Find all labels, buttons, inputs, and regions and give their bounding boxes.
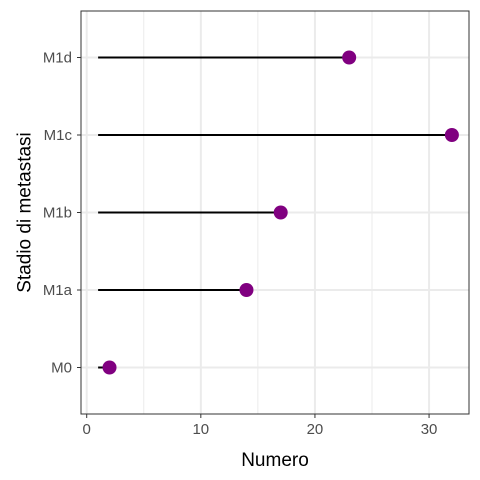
y-axis-title: Stadio di metastasi [15,132,36,293]
x-axis-title: Numero [241,450,309,471]
point-m0 [102,360,117,375]
y-tick-label: M1b [43,205,72,222]
points [102,50,459,375]
x-tick-label: 30 [421,421,438,438]
point-m1c [444,128,459,142]
x-tick-label: 0 [83,421,91,438]
point-m1d [342,50,357,65]
y-tick-label: M1c [44,127,73,144]
point-m1a [239,283,254,297]
y-tick-label: M0 [51,360,72,377]
y-tick-label: M1a [43,282,73,299]
axes: 0 10 20 30 M0 M1a M1b M1c M1d [43,50,438,439]
point-m1b [273,205,288,220]
y-tick-label: M1d [43,50,72,67]
x-tick-label: 10 [192,421,209,438]
x-tick-label: 20 [307,421,324,438]
